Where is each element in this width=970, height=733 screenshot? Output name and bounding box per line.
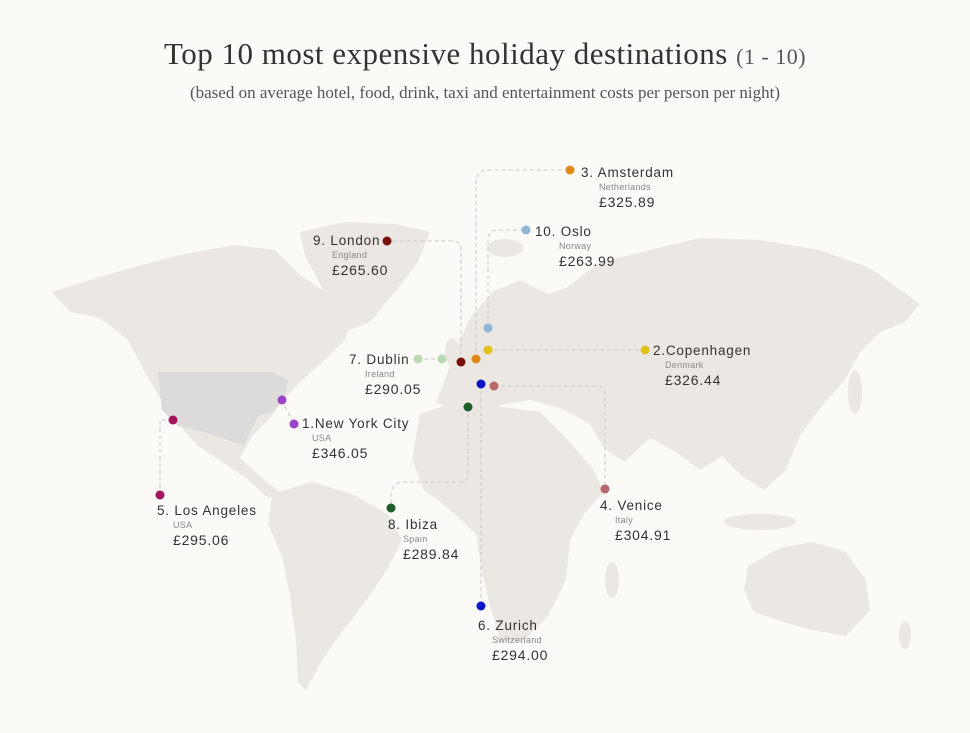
destination-label-los-angeles: 5. Los Angeles USA £295.06	[157, 504, 257, 547]
label-marker-ibiza[interactable]	[386, 503, 396, 513]
madagascar	[605, 562, 619, 598]
japan	[848, 370, 862, 414]
africa	[412, 404, 604, 642]
label-marker-copenhagen[interactable]	[640, 345, 650, 355]
line-ibiza	[390, 407, 469, 508]
destination-country: Italy	[615, 514, 634, 525]
destination-name: 9. London	[313, 233, 381, 248]
eurasia	[436, 238, 920, 490]
destination-label-dublin: 7. Dublin Ireland £290.05	[349, 353, 421, 396]
destination-country: England	[332, 249, 368, 260]
label-marker-amsterdam[interactable]	[565, 165, 575, 175]
label-marker-zurich[interactable]	[476, 601, 486, 611]
new-zealand	[899, 621, 911, 649]
city-location-marker-los-angeles[interactable]	[168, 415, 178, 425]
city-location-marker-oslo[interactable]	[483, 323, 493, 333]
south-america	[268, 482, 402, 690]
label-marker-venice[interactable]	[600, 484, 610, 494]
destination-price: £325.89	[599, 193, 656, 210]
destination-price: £294.00	[492, 646, 549, 663]
destination-label-venice: 4. Venice Italy £304.91	[600, 499, 671, 542]
destination-price: £290.05	[365, 380, 422, 397]
destination-country: USA	[312, 432, 332, 443]
destination-name: 6. Zurich	[478, 618, 538, 633]
destination-country: Switzerland	[492, 634, 542, 645]
usa-highlight	[158, 372, 288, 446]
destination-label-new-york-city: 1.New York City USA £346.05	[302, 417, 409, 460]
destination-price: £263.99	[559, 252, 616, 269]
destination-country: USA	[173, 519, 193, 530]
city-location-marker-dublin[interactable]	[437, 354, 447, 364]
city-location-marker-copenhagen[interactable]	[483, 345, 493, 355]
title-text: Top 10 most expensive holiday destinatio…	[163, 36, 728, 71]
indonesia	[724, 514, 796, 530]
line-amsterdam	[475, 169, 570, 359]
city-location-marker-venice[interactable]	[489, 381, 499, 391]
label-marker-dublin[interactable]	[413, 354, 423, 364]
destination-name: 7. Dublin	[349, 352, 410, 367]
city-location-marker-new-york-city[interactable]	[277, 395, 287, 405]
destination-markers	[155, 165, 650, 611]
north-america	[52, 245, 352, 498]
page-subtitle: (based on average hotel, food, drink, ta…	[189, 83, 781, 102]
destination-name: 8. Ibiza	[388, 517, 438, 532]
label-marker-new-york-city[interactable]	[289, 419, 299, 429]
destination-label-ibiza: 8. Ibiza Spain £289.84	[388, 518, 459, 561]
destination-price: £295.06	[173, 531, 230, 548]
line-london	[387, 240, 462, 362]
destination-label-london: 9. London England £265.60	[313, 234, 388, 277]
destination-label-oslo: 10. Oslo Norway £263.99	[535, 225, 615, 268]
destination-name: 5. Los Angeles	[157, 503, 257, 518]
line-los-angeles	[159, 419, 173, 495]
destination-label-copenhagen: 2.Copenhagen Denmark £326.44	[653, 344, 751, 387]
city-location-marker-zurich[interactable]	[476, 379, 486, 389]
destination-name: 3. Amsterdam	[581, 165, 674, 180]
destination-name: 2.Copenhagen	[653, 343, 752, 358]
city-location-marker-ibiza[interactable]	[463, 402, 473, 412]
destination-name: 4. Venice	[600, 498, 663, 513]
destination-name: 1.New York City	[302, 416, 410, 431]
label-marker-los-angeles[interactable]	[155, 490, 165, 500]
destination-price: £326.44	[665, 371, 722, 388]
city-location-marker-london[interactable]	[456, 357, 466, 367]
destination-name: 10. Oslo	[535, 224, 592, 239]
destination-price: £304.91	[615, 526, 672, 543]
destination-price: £265.60	[332, 261, 389, 278]
destination-country: Denmark	[665, 359, 704, 370]
destination-country: Norway	[559, 240, 592, 251]
destination-price: £346.05	[312, 444, 369, 461]
title-range: (1 - 10)	[736, 44, 807, 69]
label-marker-oslo[interactable]	[521, 225, 531, 235]
greenland	[300, 222, 430, 330]
uk	[445, 338, 459, 366]
destination-country: Spain	[403, 533, 428, 544]
city-location-marker-amsterdam[interactable]	[471, 354, 481, 364]
page-title: Top 10 most expensive holiday destinatio…	[0, 36, 970, 72]
australia	[744, 542, 870, 636]
destination-country: Ireland	[365, 368, 395, 379]
destination-label-amsterdam: 3. Amsterdam Netherlands £325.89	[581, 166, 674, 209]
destination-price: £289.84	[403, 545, 460, 562]
label-marker-london[interactable]	[382, 236, 392, 246]
svalbard	[487, 239, 523, 257]
land-masses	[52, 222, 920, 690]
destination-label-zurich: 6. Zurich Switzerland £294.00	[478, 619, 548, 662]
destination-country: Netherlands	[599, 181, 651, 192]
